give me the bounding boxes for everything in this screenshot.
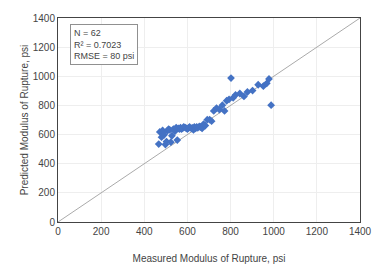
svg-text:1400: 1400	[33, 13, 56, 24]
svg-text:N = 62R² = 0.7023RMSE = 80 psi: N = 62R² = 0.7023RMSE = 80 psi	[74, 28, 134, 61]
svg-text:1000: 1000	[263, 226, 286, 237]
svg-text:0: 0	[49, 217, 55, 228]
svg-text:Predicted Modulus of Rupture,: Predicted Modulus of Rupture, psi	[19, 45, 30, 196]
svg-text:1200: 1200	[33, 42, 56, 53]
svg-text:1400: 1400	[349, 226, 372, 237]
svg-text:400: 400	[136, 226, 153, 237]
svg-text:800: 800	[222, 226, 239, 237]
svg-text:Measured Modulus of Rupture, p: Measured Modulus of Rupture, psi	[133, 253, 286, 264]
svg-text:1200: 1200	[306, 226, 329, 237]
svg-text:400: 400	[38, 158, 55, 169]
svg-text:200: 200	[93, 226, 110, 237]
svg-text:600: 600	[179, 226, 196, 237]
svg-text:1000: 1000	[33, 71, 56, 82]
svg-text:600: 600	[38, 129, 55, 140]
svg-text:200: 200	[38, 187, 55, 198]
svg-text:800: 800	[38, 100, 55, 111]
svg-text:0: 0	[55, 226, 61, 237]
